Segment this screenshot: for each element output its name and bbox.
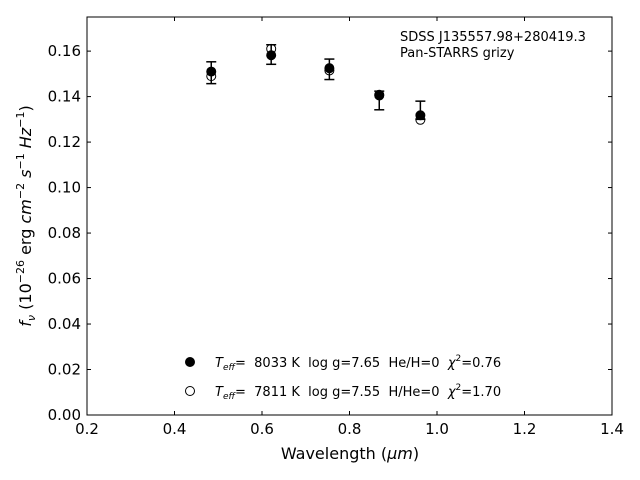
legend-marker-open	[185, 386, 195, 396]
y-tick-label: 0.04	[48, 315, 81, 333]
x-tick-label: 0.6	[250, 420, 274, 438]
y-tick-label: 0.02	[48, 361, 81, 379]
legend-entry-1: Teff= 8033 K log g=7.65 He/H=0 χ2=0.76	[215, 354, 501, 373]
object-annotation: SDSS J135557.98+280419.3	[400, 30, 586, 45]
survey-annotation: Pan-STARRS grizy	[400, 46, 515, 61]
legend-entry-2: Teff= 7811 K log g=7.55 H/He=0 χ2=1.70	[215, 383, 501, 402]
y-tick-label: 0.14	[48, 88, 81, 106]
y-tick-label: 0.12	[48, 133, 81, 151]
y-tick-label: 0.00	[48, 406, 81, 424]
y-tick-label: 0.10	[48, 179, 81, 197]
marker-filled	[206, 66, 217, 77]
x-tick-label: 0.8	[338, 420, 362, 438]
y-tick-label: 0.08	[48, 224, 81, 242]
x-tick-label: 1.2	[513, 420, 537, 438]
marker-filled	[374, 89, 385, 100]
marker-filled	[324, 63, 335, 74]
x-axis-ticks: 0.2 0.4 0.6 0.8 1.0 1.2 1.4	[75, 17, 624, 438]
marker-filled	[266, 50, 277, 61]
y-axis-label: fν (10−26 erg cm−2 s−1 Hz−1)	[14, 105, 38, 326]
legend-marker-filled	[185, 357, 195, 367]
x-tick-label: 0.2	[75, 420, 99, 438]
x-tick-label: 1.0	[425, 420, 449, 438]
x-axis-label: Wavelength (μm)	[281, 444, 419, 463]
data-markers	[206, 43, 426, 125]
y-axis-ticks: 0.00 0.02 0.04 0.06 0.08 0.10 0.12 0.14 0.16	[48, 42, 612, 424]
x-tick-label: 0.4	[163, 420, 187, 438]
y-tick-label: 0.06	[48, 270, 81, 288]
marker-filled	[415, 110, 426, 121]
error-bars	[206, 43, 426, 121]
x-tick-label: 1.4	[600, 420, 624, 438]
y-tick-label: 0.16	[48, 42, 81, 60]
legend: Teff= 8033 K log g=7.65 He/H=0 χ2=0.76 T…	[185, 354, 501, 402]
